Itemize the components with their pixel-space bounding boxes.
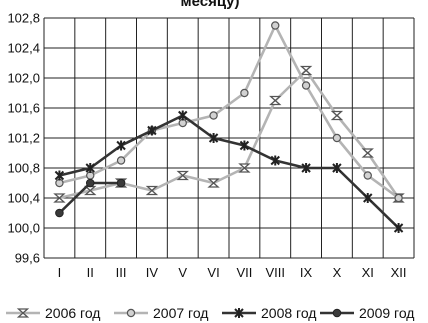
- hourglass-marker: [53, 193, 66, 203]
- hourglass-marker: [269, 95, 282, 106]
- series-group: [53, 21, 405, 233]
- x-tick-label: IV: [146, 265, 159, 280]
- circle-marker: [363, 171, 372, 180]
- x-tick-label: X: [333, 265, 342, 280]
- y-tick-label: 99,6: [15, 251, 40, 266]
- series-2009 год: [55, 178, 126, 218]
- y-tick-label: 102,8: [7, 11, 40, 26]
- star-marker: [54, 170, 65, 181]
- legend-item: 2006 год: [6, 305, 100, 321]
- x-tick-label: IX: [300, 265, 313, 280]
- circle-marker: [332, 133, 342, 143]
- series-2008 год: [54, 110, 404, 233]
- x-tick-label: V: [178, 265, 187, 280]
- chart-title: месяцу): [181, 0, 240, 10]
- legend-item: 2008 год: [222, 305, 316, 321]
- hourglass-marker: [176, 170, 189, 181]
- filled-circle-marker: [116, 178, 126, 188]
- filled-circle-marker: [332, 308, 342, 318]
- x-tick-label: XII: [391, 265, 407, 280]
- star-marker: [85, 163, 95, 173]
- legend-label: 2007 год: [153, 305, 208, 321]
- y-tick-label: 100,4: [7, 191, 40, 206]
- hourglass-marker: [238, 163, 251, 173]
- hourglass-marker: [16, 308, 30, 318]
- legend-item: 2009 год: [320, 305, 414, 321]
- x-tick-label: III: [116, 265, 127, 280]
- y-tick-label: 101,6: [7, 101, 40, 116]
- legend-label: 2008 год: [261, 305, 316, 321]
- y-axis-ticks: 99,6 100,0 100,4 100,8 101,2 101,6 102,0 102,4 1…: [7, 11, 40, 266]
- circle-marker: [301, 81, 311, 90]
- y-tick-label: 101,2: [7, 131, 40, 146]
- legend: 2006 год 2007 год 2008 год 2009 год: [6, 305, 414, 321]
- y-tick-label: 102,4: [7, 41, 40, 56]
- star-marker: [116, 140, 126, 151]
- star-marker: [178, 110, 188, 121]
- x-tick-label: VI: [207, 265, 219, 280]
- circle-marker: [209, 111, 218, 120]
- star-marker: [147, 125, 157, 136]
- star-marker: [270, 155, 280, 166]
- filled-circle-marker: [55, 208, 64, 218]
- star-marker: [208, 133, 219, 143]
- filled-circle-marker: [85, 178, 95, 188]
- star-marker: [332, 163, 342, 173]
- circle-marker: [240, 88, 249, 98]
- circle-marker: [126, 308, 136, 318]
- x-tick-label: I: [58, 265, 62, 280]
- hourglass-marker: [330, 110, 344, 121]
- series-line: [59, 24, 400, 200]
- star-marker: [301, 163, 311, 173]
- hourglass-marker: [145, 185, 159, 196]
- x-tick-label: VIII: [265, 265, 285, 280]
- circle-marker: [116, 156, 126, 165]
- legend-label: 2009 год: [359, 305, 414, 321]
- legend-item: 2007 год: [114, 305, 208, 321]
- y-tick-label: 100,8: [7, 161, 40, 176]
- grid: [43, 17, 415, 259]
- circle-marker: [394, 193, 403, 203]
- circle-marker: [271, 21, 280, 30]
- x-tick-label: VII: [236, 265, 252, 280]
- y-tick-label: 102,0: [7, 71, 40, 86]
- star-marker: [234, 308, 244, 318]
- star-marker: [239, 140, 250, 151]
- series-line: [59, 114, 400, 229]
- x-tick-label: II: [87, 265, 94, 280]
- legend-label: 2006 год: [45, 305, 100, 321]
- x-tick-label: XI: [362, 265, 374, 280]
- star-marker: [393, 223, 404, 233]
- x-axis-ticks: I II III IV V VI VII VIII IX X XI XII: [58, 265, 407, 280]
- hourglass-marker: [299, 65, 313, 76]
- hourglass-marker: [361, 148, 374, 158]
- hourglass-marker: [207, 178, 220, 188]
- star-marker: [363, 193, 373, 203]
- y-tick-label: 100,0: [7, 221, 40, 236]
